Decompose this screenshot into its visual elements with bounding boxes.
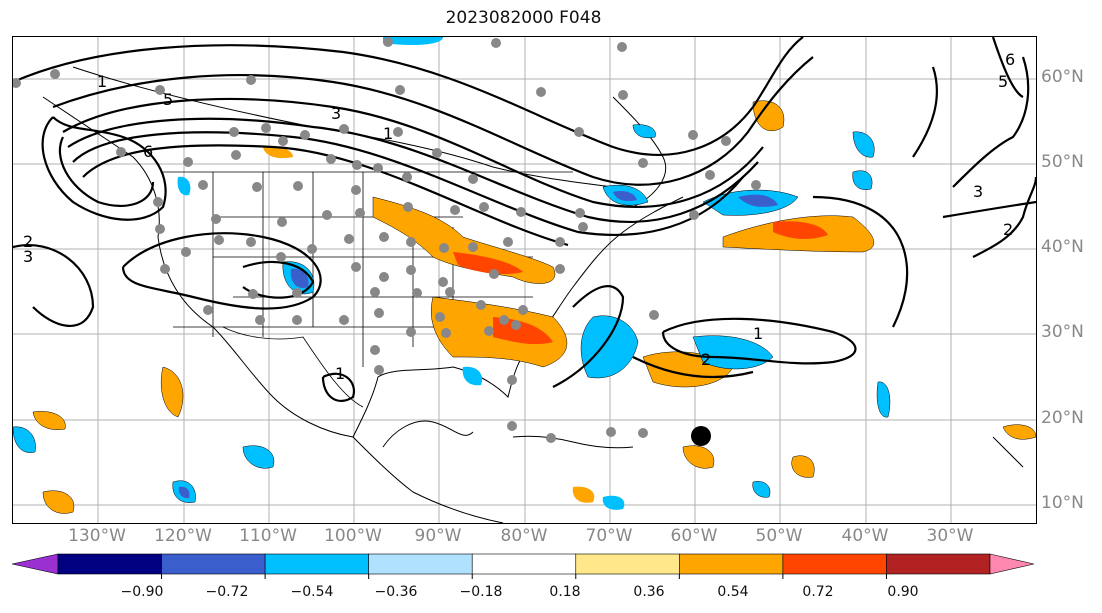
contour-label: 3 [331,104,341,123]
lon-label: 120°W [154,526,212,546]
contour-label: 2 [23,232,33,251]
lat-label: 40°N [1041,237,1084,257]
lon-label: 60°W [670,526,718,546]
lon-label: 50°W [755,526,803,546]
contour-label: 1 [383,124,393,143]
colorbar-tick-label: −0.18 [459,584,503,600]
colorbar-extend-left [11,553,59,575]
colorbar-segment [368,553,473,575]
lat-label: 30°N [1041,322,1084,342]
colorbar-tick-label: 0.54 [717,584,749,600]
contour-label: 1 [753,324,763,343]
colorbar-extend-right [989,553,1035,575]
lat-label: 20°N [1041,408,1084,428]
lat-label: 60°N [1041,67,1084,87]
colorbar [11,553,1035,579]
contour-label: 5 [163,90,173,109]
lon-label: 40°W [841,526,889,546]
contour-label: 5 [998,72,1008,91]
station-dots [13,37,761,443]
lon-label: 100°W [324,526,382,546]
colorbar-tick-label: −0.36 [374,584,418,600]
colorbar-segment [679,553,784,575]
colorbar-tick-label: 0.72 [802,584,834,600]
colorbar-segment [264,553,369,575]
lon-label: 110°W [239,526,297,546]
colorbar-segment [57,553,162,575]
contour-label: 3 [23,247,33,266]
lon-label: 70°W [585,526,633,546]
colorbar-tick-label: −0.72 [205,584,249,600]
colorbar-tick-label: −0.54 [290,584,334,600]
colorbar-segment [161,553,266,575]
contour-lines [13,37,1036,402]
colorbar-segment [575,553,680,575]
contour-label: 6 [143,142,153,161]
colorbar-tick-label: 0.90 [887,584,919,600]
contour-label: 2 [1003,220,1013,239]
map-title: 2023082000 F048 [445,8,602,28]
colorbar-segment [782,553,887,575]
contour-label: 1 [335,364,345,383]
contour-label: 1 [97,72,107,91]
colorbar-tick-label: 0.18 [549,584,581,600]
coastlines [42,66,1024,523]
lon-label: 130°W [68,526,126,546]
contour-label: 2 [701,350,711,369]
colorbar-segment [886,553,991,575]
lat-label: 50°N [1041,152,1084,172]
map-panel: 1 2 3 5 6 1 3 2 1 2 3 5 6 1 [12,36,1037,524]
lon-label: 30°W [926,526,974,546]
contour-label: 3 [973,182,983,201]
colorbar-segment [471,553,577,575]
black-circle-icon [691,426,711,446]
lon-label: 80°W [500,526,548,546]
contour-label-group: 1 2 3 5 6 1 3 2 1 2 3 5 6 1 [23,50,1015,383]
anomaly-fill [13,37,1036,514]
contour-label: 6 [1005,50,1015,69]
colorbar-tick-label: −0.90 [120,584,164,600]
map-canvas: 1 2 3 5 6 1 3 2 1 2 3 5 6 1 [13,37,1036,523]
lat-label: 10°N [1041,493,1084,513]
colorbar-tick-label: 0.36 [633,584,665,600]
lon-label: 90°W [414,526,462,546]
